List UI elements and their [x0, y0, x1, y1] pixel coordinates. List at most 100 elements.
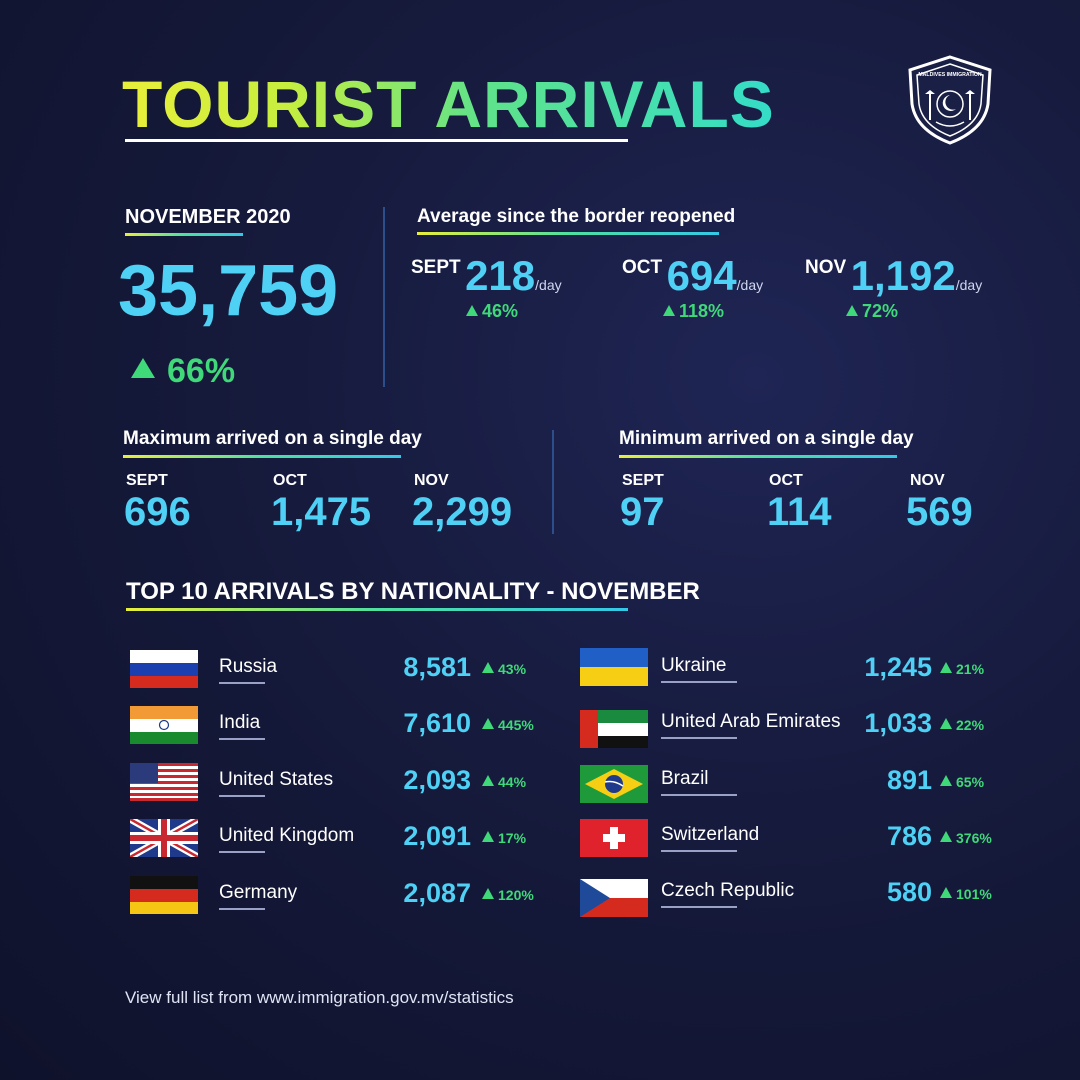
title-underline: [125, 139, 628, 142]
country-change: 445%: [482, 717, 534, 733]
country-change-value: 376%: [956, 830, 992, 846]
ukraine-flag-icon: [580, 648, 648, 686]
max-value-nov: 2,299: [412, 490, 513, 534]
monthly-change-value: 66%: [167, 352, 236, 390]
max-month-nov: NOV: [414, 472, 449, 489]
list-item-united-kingdom: United Kingdom: [219, 825, 354, 853]
country-underline: [219, 851, 265, 853]
up-arrow-icon: [846, 305, 858, 316]
average-value: 218: [465, 252, 536, 299]
country-name: Ukraine: [661, 655, 727, 676]
list-item-ukraine: Ukraine: [661, 655, 737, 683]
country-value: 786: [886, 821, 932, 851]
up-arrow-icon: [940, 718, 952, 729]
average-month: SEPT: [411, 257, 461, 278]
average-heading: Average since the border reopened: [417, 206, 736, 227]
divider-top: [383, 207, 385, 387]
maximum-heading-underline: [123, 455, 401, 458]
logo-text: MALDIVES IMMIGRATION: [918, 72, 982, 78]
list-item-uae: United Arab Emirates: [661, 711, 841, 739]
russia-flag-icon: [130, 650, 198, 688]
average-change-value: 118%: [679, 301, 725, 321]
list-item-united-states: United States: [219, 769, 333, 797]
min-value-sept: 97: [620, 490, 665, 534]
country-change-value: 65%: [956, 774, 985, 790]
per-day-unit: /day: [535, 277, 562, 293]
czech-flag-icon: [580, 879, 648, 917]
average-change-value: 72%: [862, 301, 899, 321]
brazil-flag-icon: [580, 765, 648, 803]
month-label-underline: [125, 233, 243, 236]
average-item-oct: OCT 694/day: [622, 252, 763, 300]
switzerland-flag-icon: [580, 819, 648, 857]
country-change-value: 21%: [956, 661, 985, 677]
average-item-sept: SEPT 218/day: [411, 252, 562, 300]
average-month: NOV: [805, 257, 847, 278]
top10-heading-underline: [126, 608, 628, 611]
monthly-change: 66%: [131, 352, 235, 391]
list-item-switzerland: Switzerland: [661, 824, 759, 852]
average-change-value: 46%: [482, 301, 519, 321]
country-change-value: 22%: [956, 717, 985, 733]
country-change: 22%: [940, 717, 984, 733]
country-value: 891: [886, 765, 932, 795]
average-value: 1,192: [850, 252, 956, 299]
country-value: 8,581: [403, 652, 471, 682]
per-day-unit: /day: [955, 277, 983, 293]
germany-flag-icon: [130, 876, 198, 914]
up-arrow-icon: [482, 888, 494, 899]
country-change-value: 120%: [498, 887, 534, 903]
max-month-sept: SEPT: [126, 472, 168, 489]
country-value: 1,033: [864, 708, 932, 738]
india-flag-icon: [130, 706, 198, 744]
per-day-unit: /day: [736, 277, 764, 293]
country-underline: [219, 795, 265, 797]
country-name: Czech Republic: [661, 880, 795, 901]
up-arrow-icon: [466, 305, 478, 316]
country-underline: [661, 906, 737, 908]
country-change: 43%: [482, 661, 526, 677]
country-name: United Kingdom: [219, 825, 355, 846]
up-arrow-icon: [482, 718, 494, 729]
country-name: United States: [219, 769, 334, 790]
up-arrow-icon: [131, 358, 155, 378]
country-name: India: [219, 712, 261, 733]
country-underline: [661, 681, 737, 683]
country-value: 7,610: [403, 708, 471, 738]
maldives-immigration-logo: MALDIVES IMMIGRATION: [906, 54, 994, 146]
country-change: 120%: [482, 887, 534, 903]
up-arrow-icon: [663, 305, 675, 316]
country-change: 17%: [482, 830, 526, 846]
up-arrow-icon: [940, 831, 952, 842]
average-item-nov: NOV 1,192/day: [805, 252, 982, 300]
country-value: 580: [886, 877, 932, 907]
country-underline: [219, 908, 265, 910]
min-value-nov: 569: [906, 490, 973, 534]
up-arrow-icon: [482, 831, 494, 842]
average-month: OCT: [622, 257, 663, 278]
usa-flag-icon: [130, 763, 198, 801]
month-label: NOVEMBER 2020: [125, 206, 291, 228]
list-item-brazil: Brazil: [661, 768, 737, 796]
list-item-germany: Germany: [219, 882, 297, 910]
average-change-oct: 118%: [663, 301, 724, 322]
up-arrow-icon: [482, 662, 494, 673]
footer-link-text[interactable]: View full list from www.immigration.gov.…: [125, 988, 514, 1007]
average-value: 694: [666, 252, 737, 299]
up-arrow-icon: [940, 775, 952, 786]
top10-heading: TOP 10 ARRIVALS BY NATIONALITY - NOVEMBE…: [126, 578, 700, 605]
country-change: 65%: [940, 774, 984, 790]
country-value: 2,093: [403, 765, 471, 795]
uae-flag-icon: [580, 710, 648, 748]
country-change: 44%: [482, 774, 526, 790]
up-arrow-icon: [940, 887, 952, 898]
up-arrow-icon: [940, 662, 952, 673]
country-name: Switzerland: [661, 824, 760, 845]
country-value: 2,091: [403, 821, 471, 851]
list-item-russia: Russia: [219, 656, 277, 684]
country-change: 376%: [940, 830, 992, 846]
up-arrow-icon: [482, 775, 494, 786]
country-name: United Arab Emirates: [661, 711, 841, 732]
country-value: 2,087: [403, 878, 471, 908]
max-month-oct: OCT: [273, 472, 307, 489]
